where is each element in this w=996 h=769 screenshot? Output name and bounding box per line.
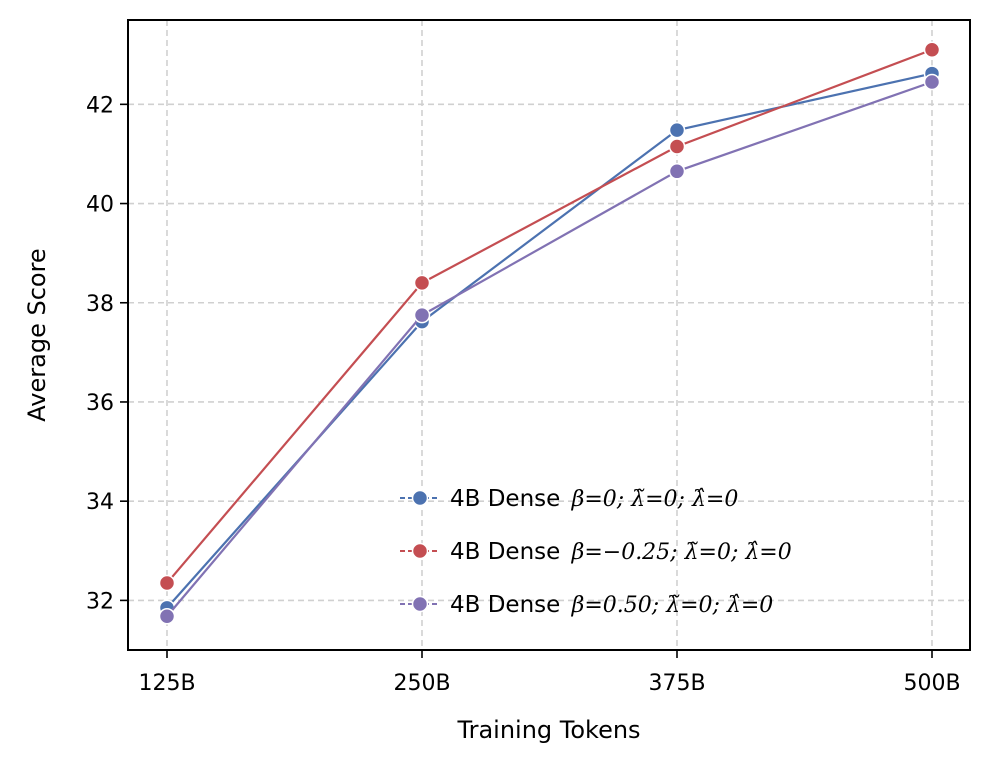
legend-entry: 4B Dense β=0; λ̃=0; λ̂=0 [400, 486, 738, 512]
legend-label-math: β=−0.25; λ̃=0; λ̂=0 [571, 540, 792, 565]
data-point [158, 608, 176, 625]
plot-area-frame [127, 19, 971, 651]
legend: 4B Dense β=0; λ̃=0; λ̂=0 4B Dense β=−0.25… [400, 486, 792, 618]
legend-entry: 4B Dense β=0.50; λ̃=0; λ̂=0 [400, 592, 773, 618]
y-axis-title: Average Score [23, 248, 51, 421]
legend-marker [411, 489, 429, 507]
legend-entry: 4B Dense β=−0.25; λ̃=0; λ̂=0 [400, 539, 792, 565]
legend-label: 4B Dense β=0; λ̃=0; λ̂=0 [450, 486, 738, 512]
legend-label-math: β=0.50; λ̃=0; λ̂=0 [571, 593, 774, 618]
legend-marker [411, 595, 429, 613]
series-2 [158, 41, 941, 592]
x-tick-label: 375B [648, 671, 705, 696]
y-tick-label: 40 [86, 193, 114, 218]
series-group [158, 41, 941, 625]
y-tick-label: 32 [86, 589, 114, 614]
y-tick-label: 36 [86, 391, 114, 416]
data-point [413, 274, 431, 292]
data-point [413, 306, 431, 324]
data-point [923, 41, 941, 59]
y-tick-label: 42 [86, 93, 114, 118]
legend-marker [411, 542, 429, 560]
series-line [166, 48, 933, 584]
x-tick-label: 500B [903, 671, 960, 696]
data-point [668, 138, 686, 155]
data-point [923, 73, 941, 91]
x-axis-title: Training Tokens [456, 716, 640, 744]
data-point [668, 121, 686, 139]
legend-label: 4B Dense β=−0.25; λ̃=0; λ̂=0 [450, 539, 792, 565]
legend-label-math: β=0; λ̃=0; λ̂=0 [571, 487, 739, 512]
series-3 [158, 73, 941, 625]
x-tick-label: 125B [138, 671, 195, 696]
series-1 [158, 65, 941, 617]
axis-ticks: 125B 250B 375B 500B 32 34 36 38 40 42 [86, 93, 961, 696]
series-line [166, 72, 933, 609]
x-tick-label: 250B [393, 671, 450, 696]
y-tick-label: 34 [86, 490, 114, 515]
data-point [668, 163, 686, 180]
y-tick-label: 38 [86, 292, 114, 317]
data-point [158, 574, 176, 592]
series-line [166, 80, 933, 617]
legend-label: 4B Dense β=0.50; λ̃=0; λ̂=0 [450, 592, 773, 618]
